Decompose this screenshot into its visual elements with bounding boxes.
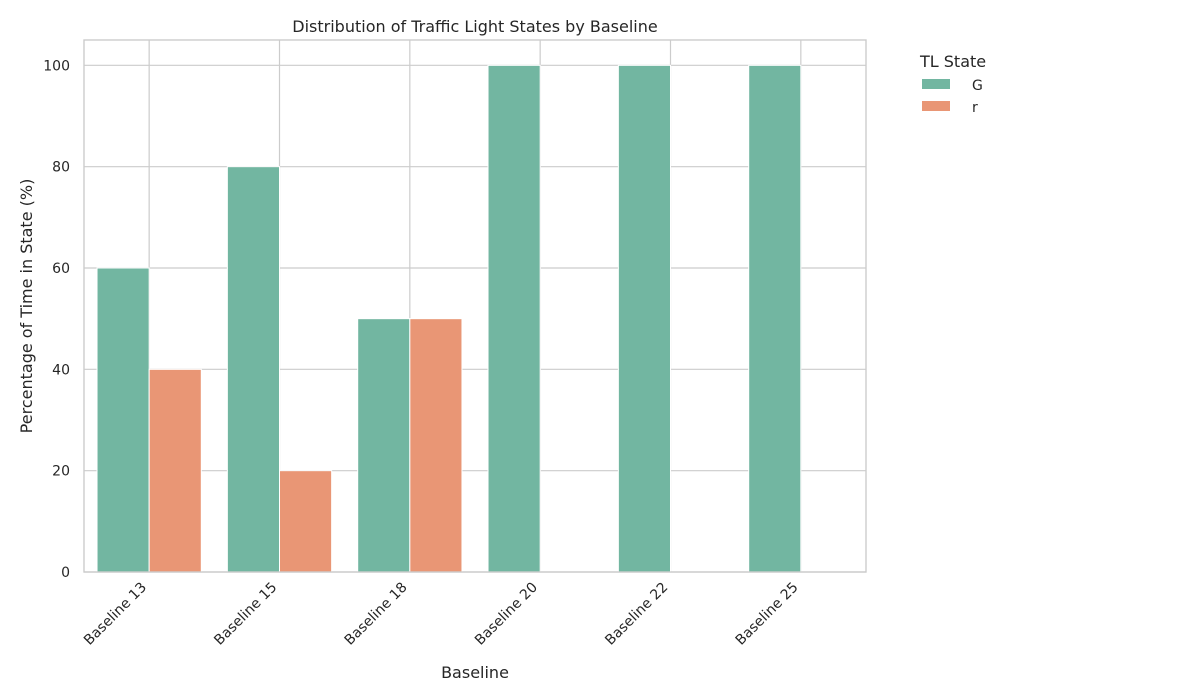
bar-G-baseline-18: [357, 318, 411, 573]
bar-G-baseline-22: [617, 64, 671, 573]
chart-title: Distribution of Traffic Light States by …: [292, 17, 657, 36]
x-tick-label: Baseline 20: [472, 580, 541, 649]
bar-r-baseline-15: [279, 470, 333, 573]
x-tick-labels: Baseline 13 Baseline 15 Baseline 18 Baselin…: [81, 580, 802, 649]
y-tick-labels: 0 20 40 60 80 100: [43, 58, 70, 581]
legend-items: Gr: [922, 78, 983, 116]
x-tick-label: Baseline 25: [733, 580, 802, 649]
x-axis-label: Baseline: [441, 663, 509, 682]
legend: TL State Gr: [919, 52, 986, 116]
x-tick-label: Baseline 18: [342, 580, 411, 649]
y-tick-label: 100: [43, 58, 70, 74]
plot-frame: [83, 39, 867, 573]
y-tick-label: 60: [52, 261, 70, 277]
y-tick-label: 40: [52, 362, 70, 378]
bar-r-baseline-13: [148, 368, 202, 573]
legend-label-G: G: [972, 78, 983, 94]
y-tick-label: 0: [61, 565, 70, 581]
legend-title: TL State: [919, 52, 986, 71]
y-tick-label: 80: [52, 160, 70, 176]
x-tick-label: Baseline 22: [602, 580, 671, 649]
bar-G-baseline-15: [226, 166, 281, 573]
legend-swatch-G: [922, 79, 950, 89]
bar-G-baseline-13: [96, 267, 150, 573]
x-tick-label: Baseline 13: [81, 580, 150, 649]
bar-r-baseline-18: [409, 318, 463, 573]
x-tick-label: Baseline 15: [211, 580, 280, 649]
bar-G-baseline-20: [487, 64, 541, 573]
bar-G-baseline-25: [748, 64, 802, 573]
legend-label-r: r: [972, 100, 978, 116]
legend-swatch-r: [922, 101, 950, 111]
bars: [96, 64, 802, 573]
y-axis-label: Percentage of Time in State (%): [17, 179, 36, 434]
y-tick-label: 20: [52, 464, 70, 480]
